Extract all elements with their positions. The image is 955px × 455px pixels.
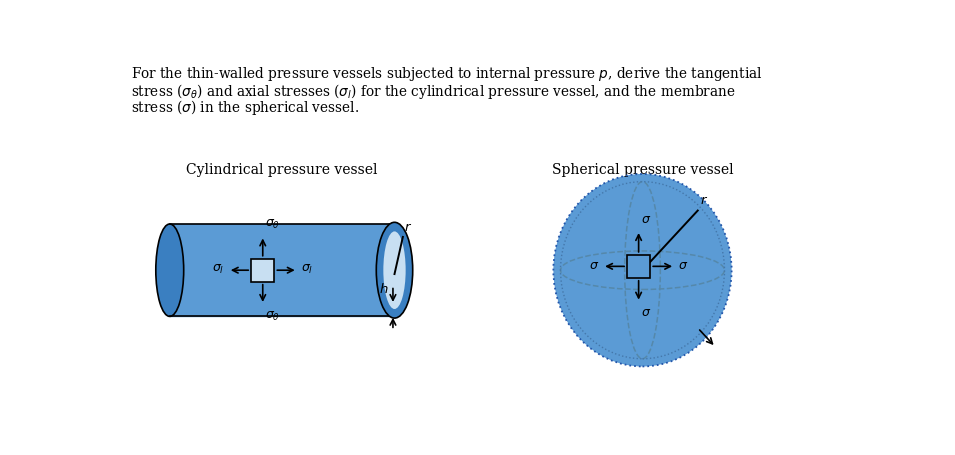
Ellipse shape [383,232,406,309]
Text: $r$: $r$ [404,221,413,234]
Text: $\sigma$: $\sigma$ [678,259,689,272]
Ellipse shape [376,222,413,318]
Text: $h$: $h$ [379,283,389,297]
Text: $\sigma$: $\sigma$ [641,306,651,319]
Text: $\sigma$: $\sigma$ [589,259,599,272]
Text: stress ($\sigma_\theta$) and axial stresses ($\sigma_l$) for the cylindrical pre: stress ($\sigma_\theta$) and axial stres… [131,81,735,101]
Ellipse shape [156,224,183,316]
Bar [251,258,274,282]
Text: $\sigma_\theta$: $\sigma_\theta$ [265,218,280,231]
Bar [627,255,650,278]
Text: $\sigma_l$: $\sigma_l$ [301,263,313,276]
Text: Spherical pressure vessel: Spherical pressure vessel [552,163,733,177]
Ellipse shape [553,174,732,366]
Text: stress ($\sigma$) in the spherical vessel.: stress ($\sigma$) in the spherical vesse… [131,98,359,117]
Polygon shape [170,224,394,316]
Text: $\sigma$: $\sigma$ [641,213,651,226]
Text: Cylindrical pressure vessel: Cylindrical pressure vessel [186,163,378,177]
Text: $\sigma_l$: $\sigma_l$ [212,263,224,276]
Text: $\sigma_\theta$: $\sigma_\theta$ [265,309,280,323]
Text: $r$: $r$ [700,194,709,207]
Text: For the thin-walled pressure vessels subjected to internal pressure $p$, derive : For the thin-walled pressure vessels sub… [131,65,763,83]
